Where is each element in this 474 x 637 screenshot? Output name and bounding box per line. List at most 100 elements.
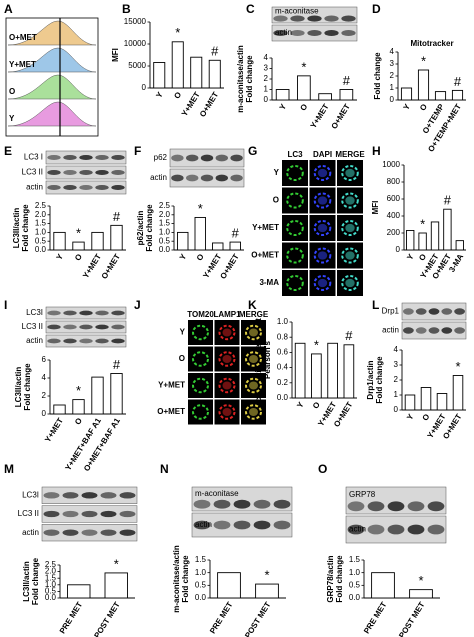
significance-marker: # — [211, 44, 219, 59]
image-row-label: 3-MA — [259, 278, 279, 287]
y-tick-label: 1000 — [382, 160, 400, 169]
significance-marker: * — [264, 568, 269, 583]
nucleus-stain — [249, 381, 258, 390]
y-axis-label: Fold change — [373, 52, 382, 100]
y-tick-label: 0.5 — [45, 587, 57, 596]
blot-band — [95, 324, 109, 330]
x-tick-label: POST MET — [92, 600, 121, 637]
blot-band — [324, 15, 339, 22]
blot-band — [62, 529, 79, 536]
bar — [343, 344, 355, 399]
blot-band — [47, 169, 61, 176]
micrograph — [282, 187, 308, 214]
bar — [443, 208, 452, 251]
bar — [53, 404, 66, 415]
panel-letter: H — [372, 144, 381, 158]
bar — [275, 89, 290, 101]
blot-band — [43, 492, 60, 499]
blot-label: actin — [195, 520, 212, 529]
panel-letter: E — [4, 144, 12, 158]
significance-marker: * — [314, 337, 319, 352]
significance-marker: # — [345, 328, 353, 343]
blot-label: actin — [382, 326, 399, 335]
micrograph — [188, 320, 213, 345]
blot-band — [47, 184, 61, 191]
cell-stain — [286, 192, 304, 209]
y-axis-label: Drp1/actin — [366, 360, 375, 399]
significance-marker: * — [455, 359, 460, 374]
blot-band — [428, 327, 440, 334]
blot-band — [63, 310, 77, 316]
x-tick-label: Y — [405, 412, 416, 422]
panel-letter: B — [122, 2, 131, 16]
bar — [72, 241, 85, 251]
blot-band — [79, 338, 93, 344]
nucleus-stain — [317, 168, 328, 178]
blot-band — [63, 324, 77, 330]
y-tick-label: 0.0 — [195, 593, 207, 602]
significance-marker: # — [454, 74, 462, 89]
blot-band — [100, 529, 117, 536]
blot-band — [100, 492, 117, 499]
y-tick-label: 1.5 — [349, 555, 361, 564]
blot-band — [111, 184, 125, 191]
blot-band — [62, 492, 79, 499]
blot-band — [63, 169, 77, 176]
bar — [409, 589, 433, 599]
image-column-label: MERGE — [239, 310, 269, 319]
panel-letter: L — [372, 298, 379, 312]
y-tick-label: 2.5 — [45, 560, 57, 569]
nucleus-stain — [317, 278, 328, 288]
bar — [229, 241, 241, 251]
y-axis-label: m-aconitase/actin — [236, 45, 245, 113]
blot-band — [47, 310, 61, 316]
micrograph — [282, 160, 308, 186]
y-tick-label: 800 — [387, 177, 401, 186]
y-axis-label: MFI — [111, 48, 120, 62]
significance-marker: # — [343, 73, 351, 88]
bar — [67, 584, 91, 599]
cell-stain — [313, 219, 332, 237]
blot-band — [387, 524, 405, 535]
blot-band — [290, 29, 305, 37]
blot-label: LC3I — [26, 308, 43, 317]
blot-label: actin — [150, 173, 167, 182]
blot-band — [111, 338, 125, 344]
image-row-label: O — [179, 354, 185, 363]
cell-stain — [341, 247, 359, 264]
bar — [208, 59, 221, 89]
blot-label: Drp1 — [382, 307, 400, 316]
blot-band — [47, 324, 61, 330]
image-column-label: LC3 — [287, 150, 303, 159]
blot-band — [341, 29, 356, 37]
x-tick-label: O — [172, 90, 183, 100]
cell-stain — [192, 324, 209, 341]
cell-stain — [341, 274, 359, 292]
bar — [177, 231, 189, 251]
blot-band — [407, 524, 425, 535]
image-column-label: DAPI — [313, 150, 332, 159]
y-tick-label: 0 — [142, 83, 147, 92]
cell-stain — [341, 164, 359, 182]
blot-band — [200, 174, 214, 182]
x-tick-label: O — [195, 252, 206, 262]
bar — [110, 373, 123, 415]
cell-stain — [286, 274, 304, 292]
flow-label: Y — [9, 114, 15, 123]
panel-letter: F — [134, 144, 141, 158]
blot-band — [81, 510, 98, 518]
blot-band — [63, 154, 77, 161]
x-tick-label: PRE MET — [208, 600, 235, 635]
y-tick-label: 1.5 — [159, 219, 171, 228]
cell-stain — [313, 164, 332, 182]
y-tick-label: 0.2 — [277, 378, 289, 387]
y-tick-label: 1.0 — [45, 580, 57, 589]
x-tick-label: Y — [278, 102, 289, 112]
nucleus-stain — [317, 251, 328, 260]
significance-marker: * — [76, 383, 81, 398]
cell-stain — [286, 219, 304, 237]
y-axis-label: Fold change — [335, 555, 344, 603]
blot-band — [253, 499, 271, 509]
y-tick-label: 0 — [390, 95, 395, 104]
blot-band — [454, 327, 465, 334]
